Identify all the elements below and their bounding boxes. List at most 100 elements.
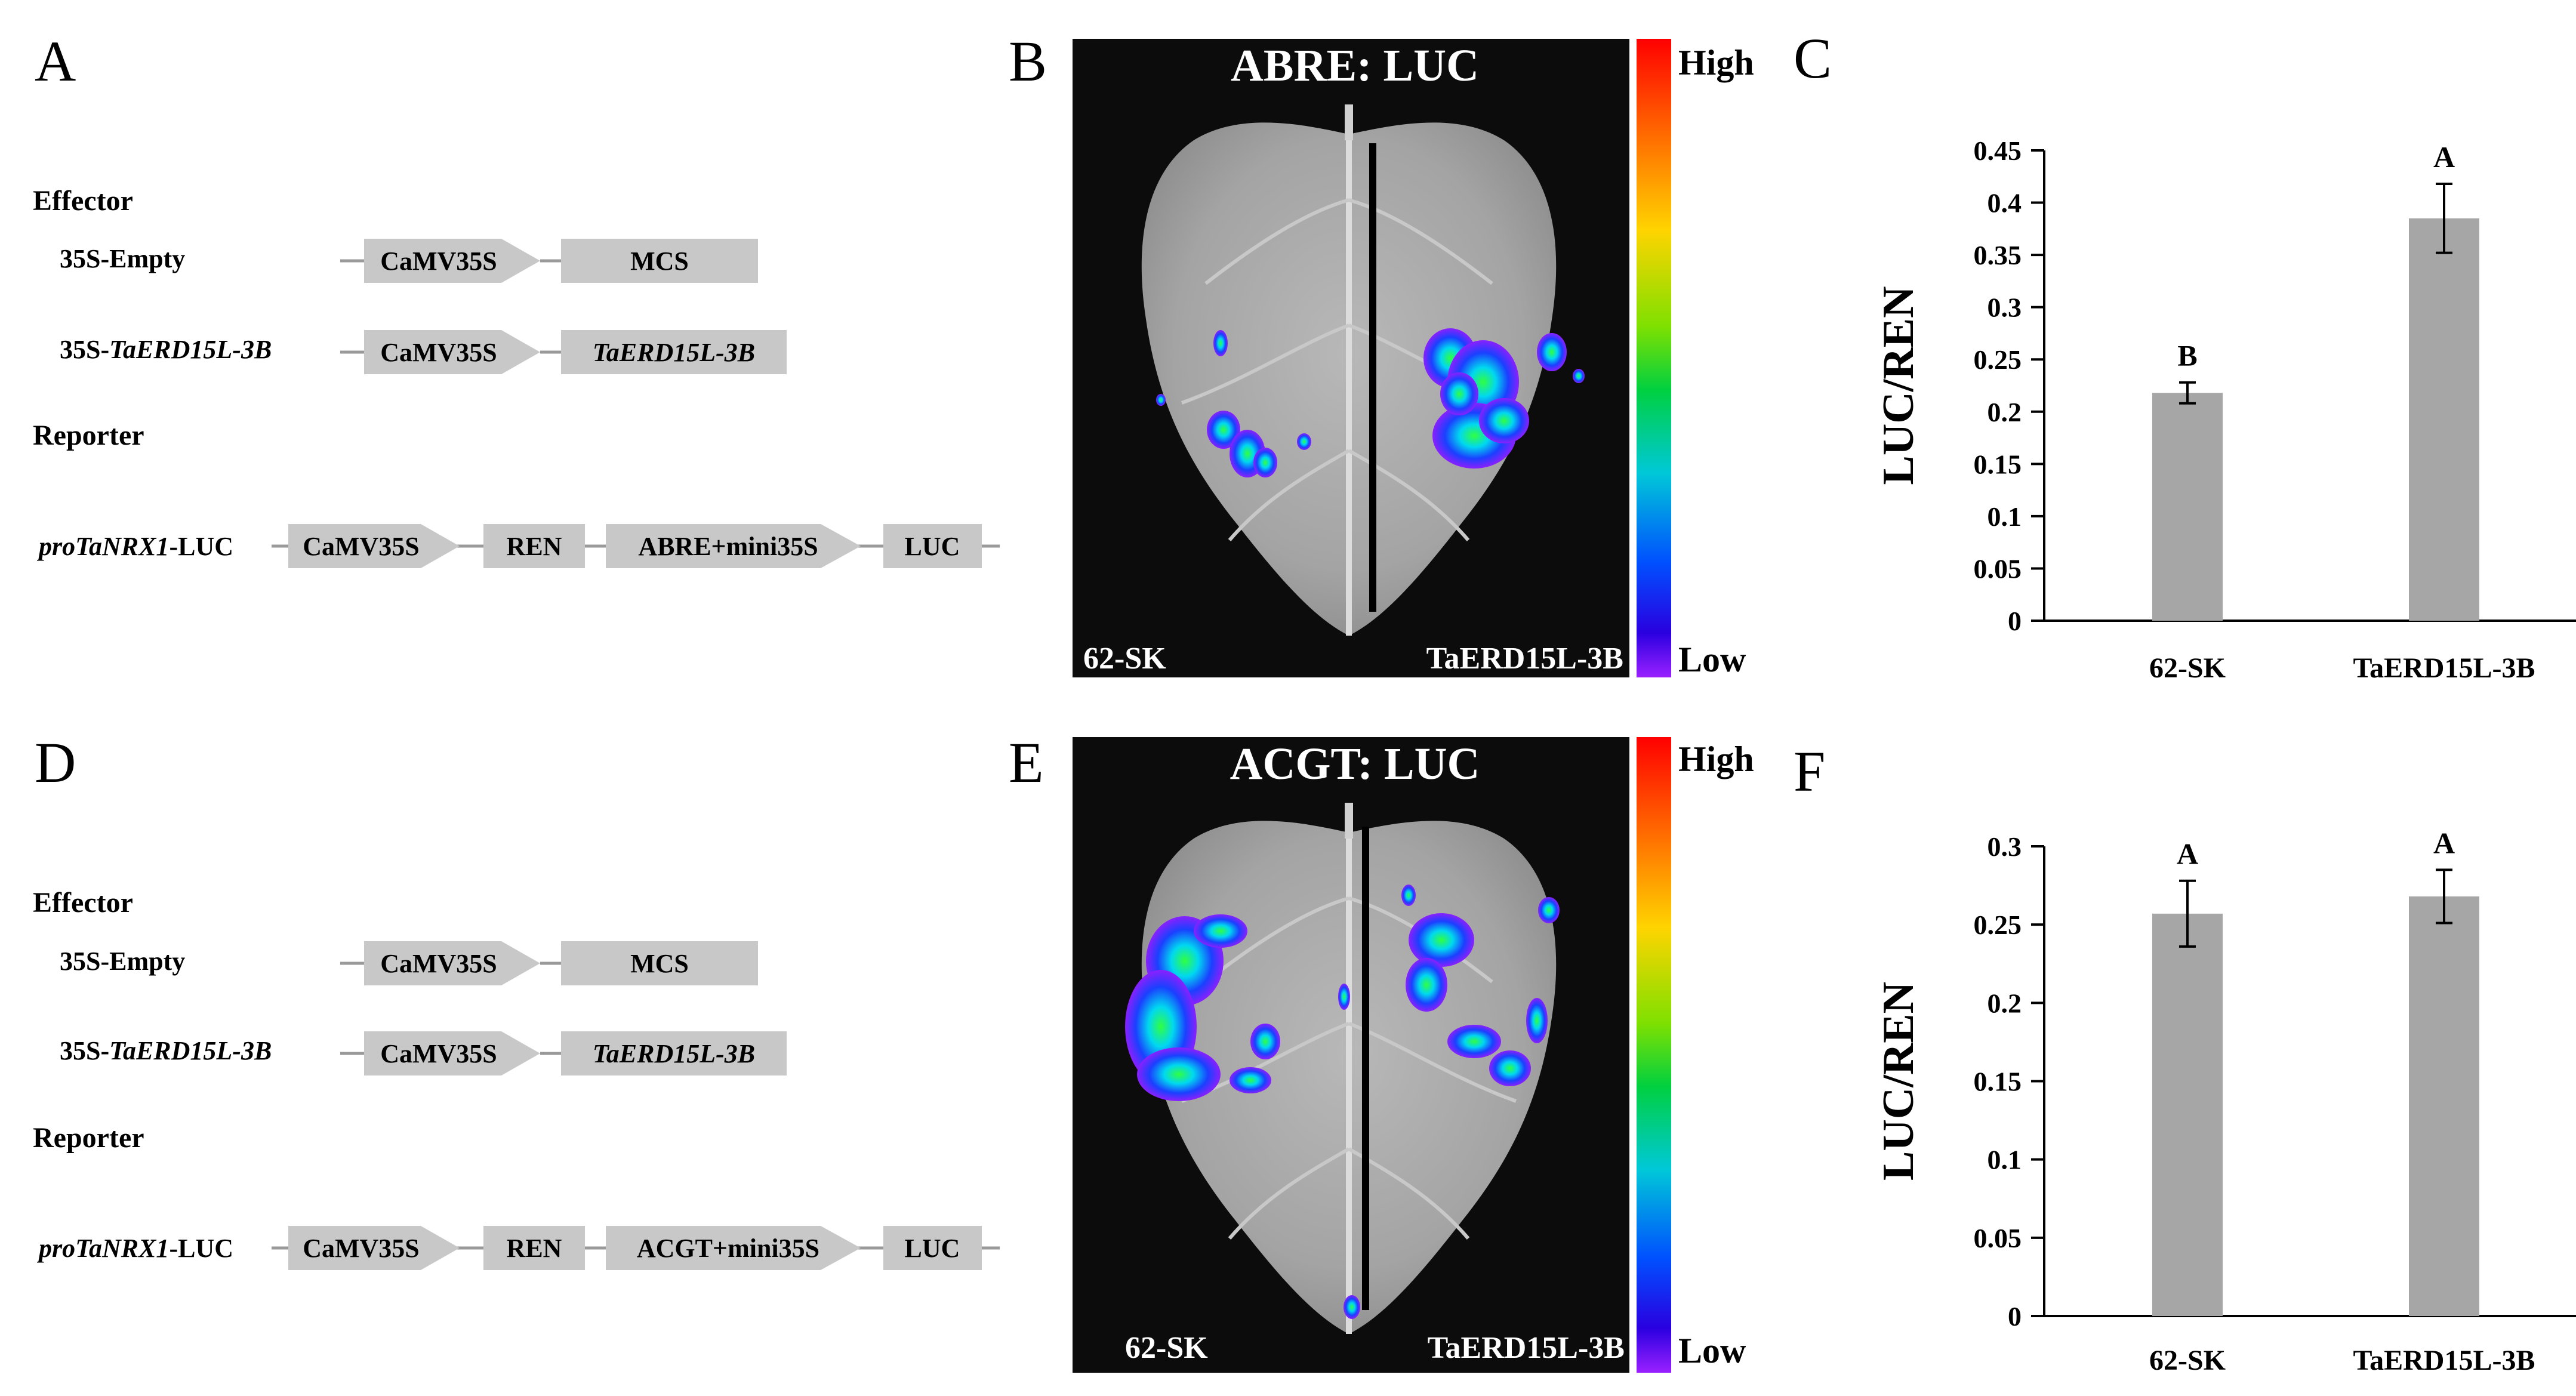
y-tick-label: 0 [2008, 1301, 2022, 1332]
promoter-label: CaMV35S [380, 1039, 497, 1068]
construct-empty-label: 35S-Empty [60, 244, 185, 273]
y-tick-label: 0.15 [1974, 449, 2022, 479]
luminescence-signal [1125, 885, 1560, 1319]
y-tick-label: 0.1 [1988, 501, 2022, 532]
mcs-box [561, 239, 758, 283]
scale-high-label: High [1678, 43, 1754, 82]
element-label: ABRE+mini35S [638, 532, 818, 561]
luminescence-image-bottom: ACGT: LUC 62-SK TaERD15L-3B High Low [1073, 737, 1754, 1373]
y-tick-label: 0.45 [1974, 135, 2022, 166]
construct-erd-label: 35S-TaERD15L-3B [60, 1036, 272, 1065]
panel-letter-d: D [35, 731, 76, 794]
mcs-box [561, 941, 758, 985]
promoter-label: CaMV35S [303, 1234, 420, 1263]
category-label: TaERD15L-3B [2353, 1345, 2535, 1376]
panel-letter-b: B [1009, 29, 1047, 93]
gene-box [561, 1031, 787, 1075]
bar [2409, 218, 2479, 621]
bar-chart-f: 0 0.05 0.1 0.15 0.2 0.25 0.3 LUC/REN A 62-SK A TaER… [1874, 826, 2576, 1376]
image-title: ABRE: LUC [1231, 41, 1479, 91]
y-tick-label: 0.2 [1988, 988, 2022, 1018]
y-tick-label: 0.3 [1988, 831, 2022, 862]
y-tick-label: 0.05 [1974, 1223, 2022, 1253]
promoter-arrow [364, 941, 540, 985]
ren-label: REN [507, 1234, 562, 1263]
construct-diagram-bottom: Effector 35S-Empty CaMV35S MCS 35S-TaERD… [33, 887, 1000, 1270]
y-tick-label: 0 [2008, 606, 2022, 636]
reporter-label: Reporter [33, 420, 144, 451]
significance-label: B [2177, 339, 2197, 372]
category-label: 62-SK [2149, 1345, 2226, 1376]
category-label: 62-SK [2149, 652, 2226, 684]
gene-label: TaERD15L-3B [593, 338, 755, 367]
ren-box [483, 524, 585, 568]
promoter-label: CaMV35S [380, 949, 497, 978]
y-axis-title: LUC/REN [1874, 286, 1923, 485]
color-scale-bar [1637, 737, 1671, 1373]
luc-label: LUC [905, 532, 960, 561]
y-tick-label: 0.35 [1974, 240, 2022, 270]
ren-box [483, 1226, 585, 1270]
element-arrow [606, 1226, 861, 1270]
y-tick-label: 0.25 [1974, 344, 2022, 375]
bar [2409, 896, 2479, 1316]
reporter-construct-label: proTaNRX1-LUC [36, 532, 233, 561]
panel-letter-f: F [1794, 739, 1825, 803]
promoter-label: CaMV35S [303, 532, 420, 561]
bar-chart-c: 0 0.05 0.1 0.15 0.2 0.25 0.3 0.35 0.4 0.45 LUC/REN… [1874, 135, 2576, 684]
y-tick-label: 0.1 [1988, 1145, 2022, 1175]
promoter-arrow [364, 330, 540, 374]
effector-label: Effector [33, 185, 133, 217]
bar [2152, 393, 2223, 621]
ren-label: REN [507, 532, 562, 561]
right-sample-label: TaERD15L-3B [1426, 642, 1623, 676]
bar [2152, 913, 2223, 1316]
significance-label: A [2433, 140, 2455, 174]
y-tick-label: 0.25 [1974, 910, 2022, 940]
reporter-construct-label: proTaNRX1-LUC [36, 1234, 233, 1263]
scale-low-label: Low [1678, 1331, 1746, 1370]
significance-label: A [2433, 826, 2455, 859]
mcs-label: MCS [630, 246, 689, 276]
color-scale-bar [1637, 39, 1671, 677]
y-axis-title: LUC/REN [1874, 982, 1923, 1181]
panel-letter-c: C [1794, 26, 1832, 90]
image-title: ACGT: LUC [1230, 739, 1480, 789]
luminescence-signal [1156, 328, 1585, 477]
significance-label: A [2177, 837, 2198, 871]
panel-letter-a: A [35, 29, 76, 93]
left-sample-label: 62-SK [1125, 1331, 1208, 1365]
luc-box [883, 524, 982, 568]
left-sample-label: 62-SK [1083, 642, 1166, 676]
y-tick-label: 0.15 [1974, 1067, 2022, 1097]
element-arrow [606, 524, 861, 568]
mcs-label: MCS [630, 949, 689, 978]
right-sample-label: TaERD15L-3B [1428, 1331, 1625, 1365]
y-tick-label: 0.05 [1974, 553, 2022, 584]
construct-empty-label: 35S-Empty [60, 947, 185, 976]
promoter-label: CaMV35S [380, 338, 497, 367]
luminescence-image-top: ABRE: LUC 62-SK TaERD15L-3B High Low [1073, 39, 1754, 679]
gene-box [561, 330, 787, 374]
promoter-label: CaMV35S [380, 246, 497, 276]
scale-high-label: High [1678, 739, 1754, 779]
construct-diagram-top: Effector 35S-Empty CaMV35S MCS 35S-TaERD… [33, 185, 1000, 568]
construct-erd-label: 35S-TaERD15L-3B [60, 335, 272, 364]
gene-label: TaERD15L-3B [593, 1039, 755, 1068]
y-tick-label: 0.4 [1988, 188, 2022, 218]
promoter-arrow [364, 1031, 540, 1075]
reporter-label: Reporter [33, 1122, 144, 1154]
luc-box [883, 1226, 982, 1270]
category-label: TaERD15L-3B [2353, 652, 2535, 684]
luc-label: LUC [905, 1234, 960, 1263]
promoter-arrow [364, 239, 540, 283]
y-tick-label: 0.2 [1988, 397, 2022, 427]
y-tick-label: 0.3 [1988, 292, 2022, 323]
panel-letter-e: E [1009, 731, 1044, 794]
promoter-arrow [288, 1226, 460, 1270]
element-label: ACGT+mini35S [637, 1234, 819, 1263]
promoter-arrow [288, 524, 460, 568]
effector-label: Effector [33, 887, 133, 919]
scale-low-label: Low [1678, 640, 1746, 679]
